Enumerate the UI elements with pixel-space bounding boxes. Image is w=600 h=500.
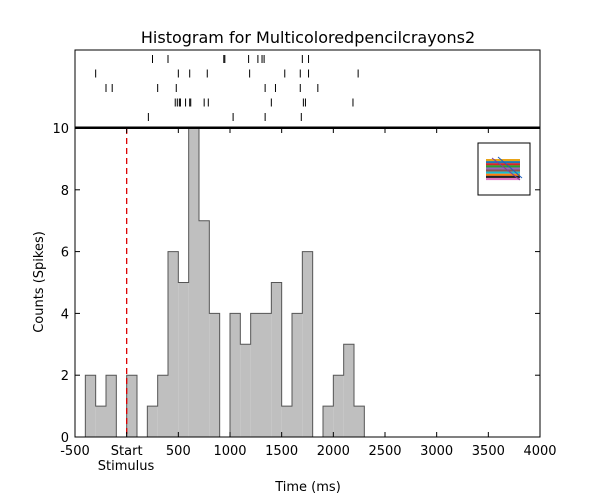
histogram-bar <box>292 313 303 437</box>
y-tick-label: 10 <box>52 122 69 137</box>
histogram-bar <box>85 375 96 437</box>
pencil-stripe <box>486 175 520 178</box>
raster-panel-frame <box>74 49 541 128</box>
histogram-bar <box>302 251 313 437</box>
pencil-stripe <box>486 159 520 162</box>
histogram-bar <box>106 375 117 437</box>
x-tick-label: Start <box>111 444 143 459</box>
pencil-stripe <box>486 169 520 172</box>
histogram-panel: -500 Start 500 1000 1500 2000 2500 3000 3500 4000… <box>52 122 556 459</box>
x-tick-label: 1000 <box>213 444 246 459</box>
histogram-bar <box>168 251 179 437</box>
pencil-stripe <box>486 161 520 164</box>
x-tick-label: 3500 <box>472 444 505 459</box>
y-tick-label: 2 <box>61 369 69 384</box>
x-tick-label: 1500 <box>265 444 298 459</box>
y-axis-title: Counts (Spikes) <box>32 231 47 333</box>
pencil-crayons-icon <box>486 156 523 181</box>
histogram-bar <box>323 406 334 437</box>
histogram-bar <box>343 344 354 437</box>
histogram-bar <box>188 128 199 437</box>
x-axis-title: Time (ms) <box>274 480 341 495</box>
pencil-stripe <box>486 177 520 181</box>
histogram-bar <box>199 220 210 437</box>
pencil-stripe <box>486 167 520 170</box>
y-tick-label: 6 <box>61 246 69 261</box>
histogram-bar <box>147 406 158 437</box>
x-tick-label: 500 <box>166 444 191 459</box>
histogram-bar <box>126 375 137 437</box>
y-tick-label: 8 <box>61 184 69 199</box>
histogram-bar <box>157 375 168 437</box>
histogram-bar <box>178 282 189 437</box>
x-tick-label: 3000 <box>420 444 453 459</box>
histogram-bar <box>261 313 272 437</box>
pencil-stripe <box>486 173 520 176</box>
histogram-bar <box>240 344 251 437</box>
inset-thumbnail <box>477 142 531 196</box>
histogram-bar <box>271 282 282 437</box>
x-annotation: Stimulus <box>98 459 155 474</box>
x-tick-label: 4000 <box>523 444 556 459</box>
histogram-bar <box>281 406 292 437</box>
pencil-stripe <box>486 163 520 166</box>
pencil-stripe <box>486 171 520 174</box>
chart-title: Histogram for Multicoloredpencilcrayons2 <box>141 28 475 47</box>
y-tick-label: 0 <box>61 431 69 446</box>
histogram-bar <box>333 375 344 437</box>
histogram-bar <box>95 406 106 437</box>
histogram-bar <box>354 406 365 437</box>
raster-panel <box>74 49 541 128</box>
x-tick-label: 2000 <box>317 444 350 459</box>
x-tick-label: -500 <box>60 444 90 459</box>
histogram-bar <box>209 313 220 437</box>
pencil-diagonal <box>491 157 521 181</box>
pencil-diagonal <box>497 156 523 179</box>
histogram-bar <box>250 313 261 437</box>
y-tick-label: 4 <box>61 307 69 322</box>
histogram-bar <box>230 313 241 437</box>
x-tick-label: 2500 <box>368 444 401 459</box>
